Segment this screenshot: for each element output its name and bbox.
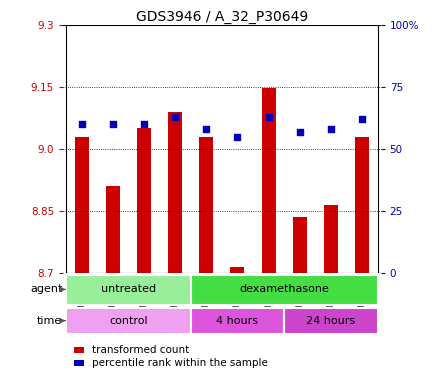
Bar <box>66 25 97 273</box>
Bar <box>190 308 283 334</box>
Bar <box>74 360 84 366</box>
Text: transformed count: transformed count <box>92 345 189 355</box>
Text: dexamethasone: dexamethasone <box>239 285 328 295</box>
Bar <box>261 88 275 273</box>
Point <box>358 116 365 122</box>
Bar <box>283 25 315 273</box>
Text: control: control <box>109 316 148 326</box>
Bar <box>105 186 120 273</box>
Bar <box>230 267 244 273</box>
Bar <box>323 205 337 273</box>
Bar <box>75 137 89 273</box>
Text: untreated: untreated <box>101 285 156 295</box>
Bar <box>345 25 377 273</box>
Bar <box>190 275 377 305</box>
Point <box>78 121 85 127</box>
Point <box>202 126 209 132</box>
Bar <box>66 275 190 305</box>
Bar <box>221 25 253 273</box>
Bar <box>354 137 368 273</box>
Bar <box>74 347 84 353</box>
Point <box>109 121 116 127</box>
Bar <box>199 137 213 273</box>
Bar <box>128 25 159 273</box>
Bar <box>137 128 151 273</box>
Title: GDS3946 / A_32_P30649: GDS3946 / A_32_P30649 <box>135 10 307 24</box>
Bar <box>66 308 190 334</box>
Bar <box>253 25 283 273</box>
Point <box>140 121 147 127</box>
Bar <box>159 25 190 273</box>
Bar <box>292 217 306 273</box>
Text: agent: agent <box>30 285 62 295</box>
Point <box>171 114 178 120</box>
Bar <box>190 25 221 273</box>
Bar <box>97 25 128 273</box>
Point <box>326 126 333 132</box>
Point <box>264 114 271 120</box>
Bar <box>168 112 182 273</box>
Text: time: time <box>37 316 62 326</box>
Point <box>233 134 240 140</box>
Text: 4 hours: 4 hours <box>216 316 258 326</box>
Bar <box>283 308 377 334</box>
Point <box>296 129 302 135</box>
Text: percentile rank within the sample: percentile rank within the sample <box>92 358 267 368</box>
Text: 24 hours: 24 hours <box>306 316 355 326</box>
Bar <box>315 25 345 273</box>
